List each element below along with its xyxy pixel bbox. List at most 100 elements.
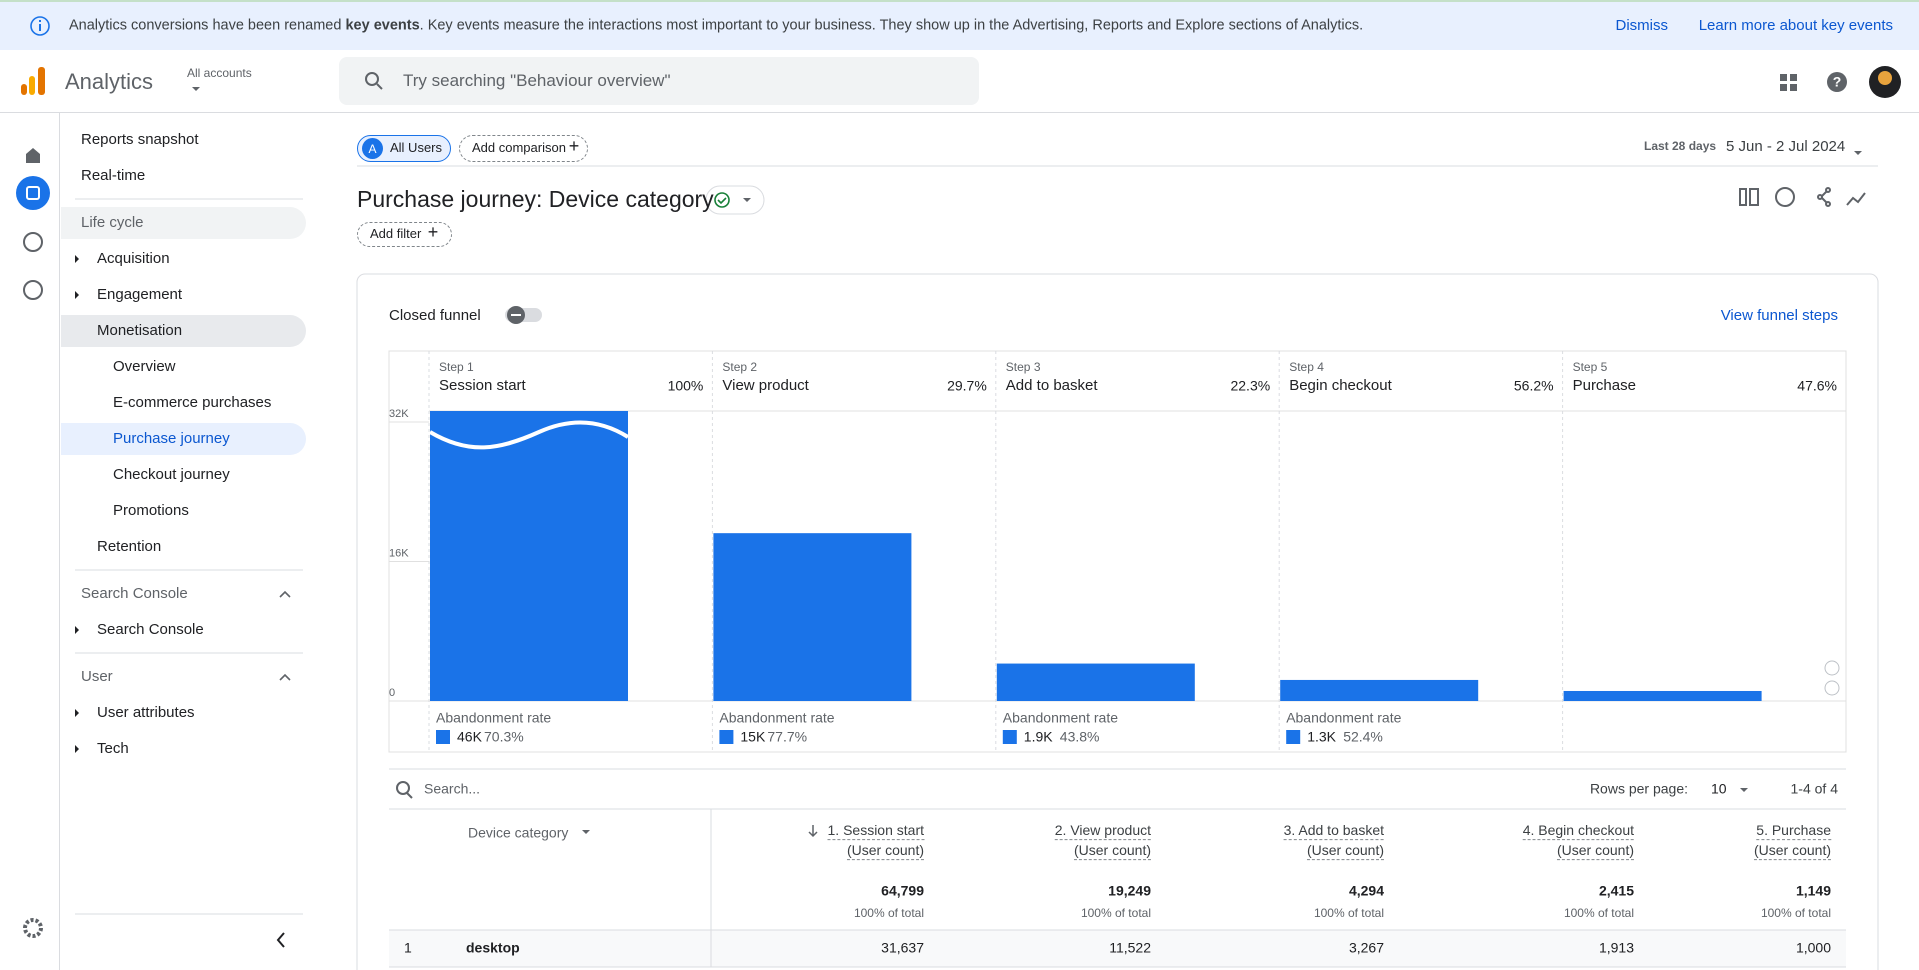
section-chevron	[279, 673, 291, 681]
rows-per-page[interactable]: 10	[1711, 780, 1727, 797]
zoom-out[interactable]	[1824, 680, 1840, 696]
dimension-header[interactable]: Device category	[468, 824, 569, 841]
account-label[interactable]: All accounts	[187, 65, 252, 80]
column-total-note: 100% of total	[1313, 905, 1384, 920]
nav-hover	[61, 207, 306, 239]
step-rate: 56.2%	[1513, 377, 1554, 394]
nav-section[interactable]: Search Console	[81, 585, 188, 602]
report-actions[interactable]	[1739, 187, 1866, 207]
search-box[interactable]	[339, 57, 979, 105]
column-title[interactable]: 2. View product	[1054, 822, 1151, 840]
sort-icon	[808, 825, 818, 838]
column-total-note: 100% of total	[1563, 905, 1634, 920]
apps-icon[interactable]	[1780, 74, 1797, 91]
info-icon	[39, 24, 41, 31]
nav-item[interactable]: Tech	[97, 740, 129, 757]
segment-name: All Users	[390, 140, 443, 156]
nav-item[interactable]: Search Console	[97, 621, 204, 638]
funnel-bar	[1280, 679, 1479, 701]
date-range[interactable]: 5 Jun - 2 Jul 2024	[1726, 138, 1846, 155]
nav-item[interactable]: Overview	[113, 358, 176, 375]
column-title[interactable]: 3. Add to basket	[1283, 822, 1384, 840]
step-name: Purchase	[1572, 377, 1636, 394]
step-label: Step 1	[439, 359, 474, 374]
nav-item[interactable]: Promotions	[113, 502, 189, 519]
column-title[interactable]: 4. Begin checkout	[1522, 822, 1634, 840]
nav-item[interactable]: User attributes	[97, 704, 195, 721]
step-name: Session start	[439, 377, 526, 394]
abandonment-value: 46K	[457, 728, 482, 745]
nav-item[interactable]: Acquisition	[97, 250, 170, 267]
comparison-chip[interactable]	[459, 135, 588, 162]
settings-icon[interactable]	[23, 918, 43, 938]
status-chip[interactable]	[705, 185, 765, 215]
abandonment-swatch	[436, 730, 450, 744]
funnel-bar	[713, 533, 912, 701]
step-rate: 29.7%	[947, 377, 987, 394]
help-icon[interactable]	[1827, 72, 1847, 92]
column-title[interactable]: 1. Session start	[827, 822, 924, 840]
nav-item[interactable]: Real-time	[81, 167, 146, 184]
nav-item[interactable]: Monetisation	[97, 322, 183, 339]
search-placeholder[interactable]: Try searching "Behaviour overview"	[403, 70, 671, 90]
nav-caret	[75, 709, 79, 717]
segment-initial: A	[368, 141, 377, 156]
learn-more-link[interactable]: Learn more about key events	[1698, 17, 1893, 34]
funnel-bar	[1563, 690, 1762, 701]
nav-section[interactable]: User	[81, 668, 113, 685]
filter-chip[interactable]	[357, 222, 452, 247]
help-icon: ?	[1833, 74, 1842, 90]
nav-item[interactable]: Engagement	[97, 286, 183, 303]
column-total-note: 100% of total	[1760, 905, 1831, 920]
abandonment-label: Abandonment rate	[1002, 709, 1118, 726]
row-index: 1	[404, 939, 412, 956]
banner-text: . Key events measure the interactions mo…	[419, 17, 1364, 34]
nav-hover	[61, 315, 306, 347]
table-search[interactable]: Search...	[424, 780, 481, 797]
nav-item[interactable]: E-commerce purchases	[113, 394, 272, 411]
info-icon	[30, 16, 50, 36]
page-range: 1-4 of 4	[1790, 780, 1838, 797]
row-bg	[389, 930, 1846, 967]
abandonment-label: Abandonment rate	[1286, 709, 1402, 726]
column-subtitle: (User count)	[846, 842, 924, 860]
nav-item[interactable]: Checkout journey	[113, 466, 230, 483]
column-total-note: 100% of total	[853, 905, 924, 920]
funnel-frame	[388, 350, 1847, 753]
check-icon	[714, 192, 730, 208]
nav-caret	[75, 745, 79, 753]
column-subtitle: (User count)	[1556, 842, 1634, 860]
home-icon[interactable]	[26, 148, 40, 163]
dismiss-button[interactable]: Dismiss	[1615, 17, 1669, 34]
nav-item[interactable]: Purchase journey	[113, 430, 230, 447]
row-value: 1,913	[1598, 939, 1634, 956]
product-name: Analytics	[65, 68, 154, 94]
step-name: View product	[722, 377, 809, 394]
rows-caret[interactable]	[1740, 788, 1748, 792]
column-subtitle: (User count)	[1306, 842, 1384, 860]
nav-section[interactable]: Life cycle	[81, 214, 144, 231]
nav-selected	[61, 423, 306, 455]
step-name: Begin checkout	[1289, 377, 1392, 394]
account-caret[interactable]	[192, 87, 200, 91]
search-icon	[365, 72, 379, 86]
nav-item[interactable]: Reports snapshot	[81, 131, 199, 148]
banner-message: Analytics conversions have been renamed …	[69, 17, 1363, 34]
dimension-caret[interactable]	[582, 830, 590, 834]
advertising-icon[interactable]	[23, 280, 43, 300]
abandonment-rate: 70.3%	[484, 728, 524, 745]
zoom-in[interactable]	[1824, 660, 1840, 676]
date-caret[interactable]	[1854, 151, 1862, 155]
abandonment-label: Abandonment rate	[719, 709, 835, 726]
nav-item[interactable]: Retention	[97, 538, 162, 555]
view-funnel-steps[interactable]: View funnel steps	[1720, 307, 1838, 324]
explore-icon[interactable]	[23, 232, 43, 252]
abandonment-value: 1.3K	[1307, 728, 1336, 745]
row-value: 31,637	[881, 939, 924, 956]
abandonment-rate: 43.8%	[1059, 728, 1100, 745]
reports-icon[interactable]	[16, 176, 50, 210]
column-title[interactable]: 5. Purchase	[1756, 822, 1831, 840]
collapse-icon[interactable]	[276, 932, 285, 948]
